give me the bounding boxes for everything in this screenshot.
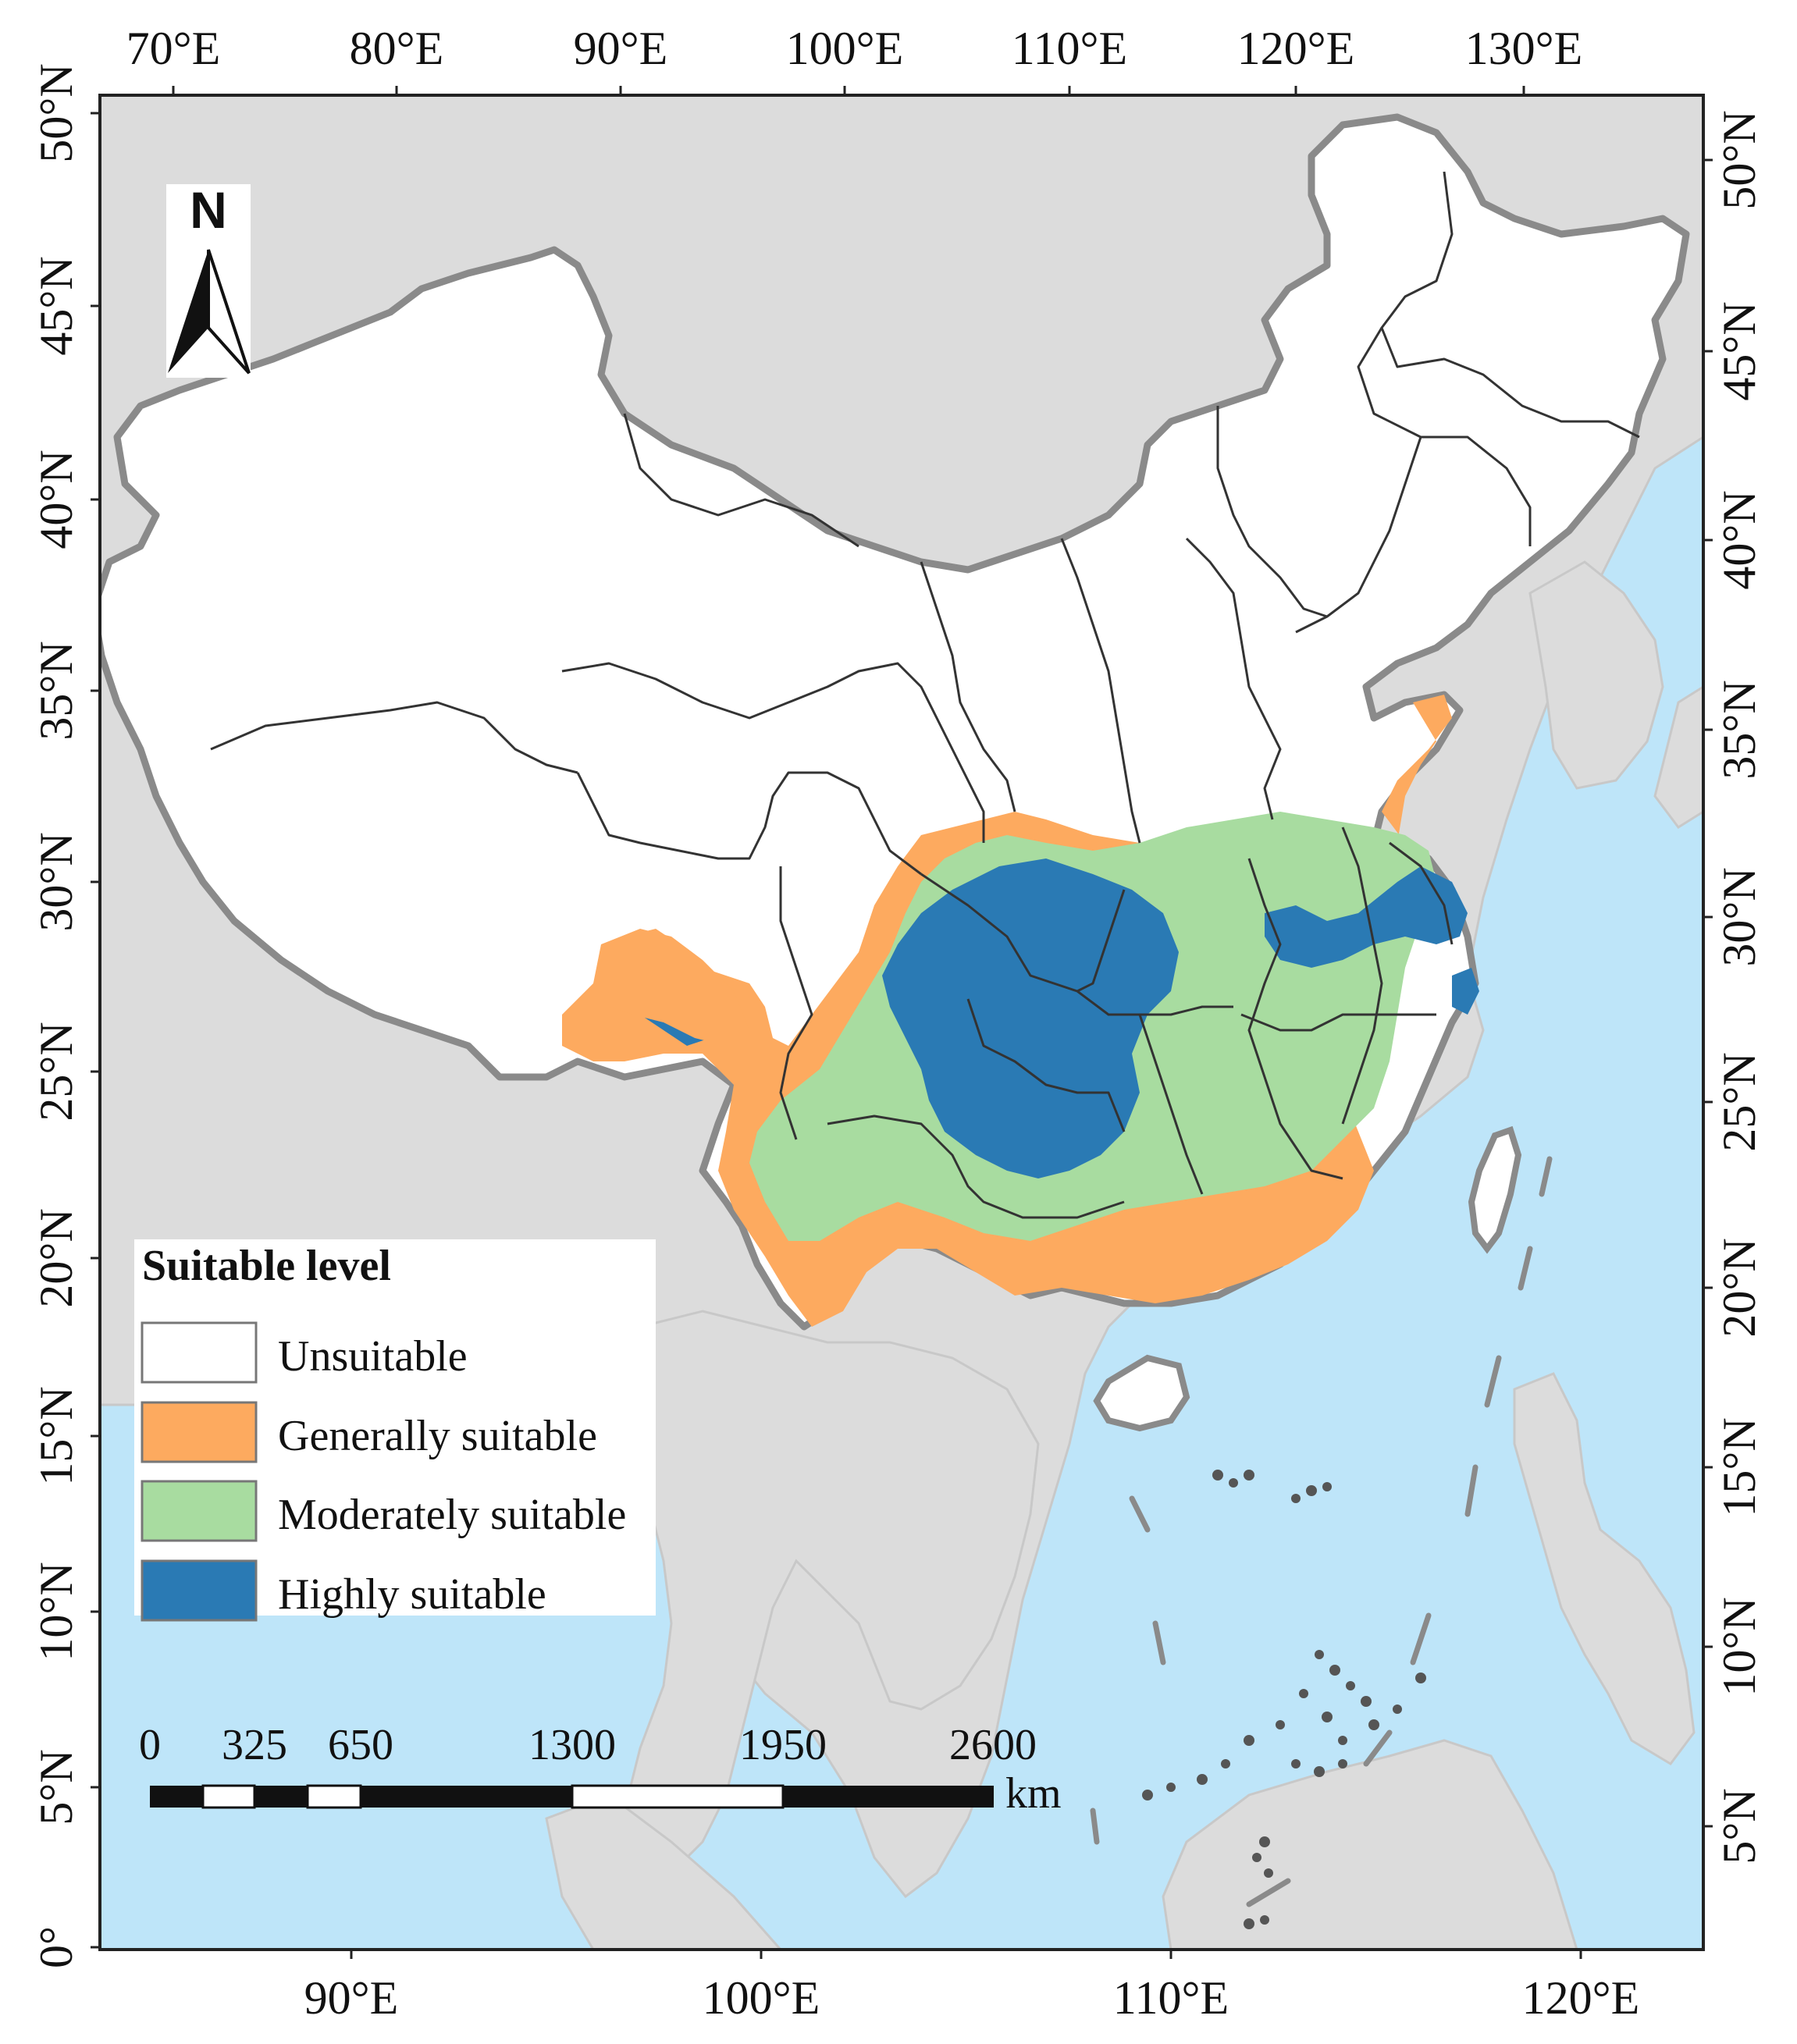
highly-suitable-zone-east [1265,866,1468,968]
legend-swatch-highly [141,1559,258,1622]
left-tick-label: 10°N [30,1562,82,1661]
top-tick-label: 90°E [574,23,668,74]
scale-tick-0: 0 [139,1721,161,1769]
right-tick-label: 25°N [1713,1052,1765,1151]
scale-segment [254,1786,308,1808]
scale-tick-1950: 1950 [739,1721,827,1769]
highly-suitable-zone-zhejiang [1452,968,1479,1015]
right-tick-label: 20°N [1713,1238,1765,1337]
indochina-peninsula [623,1310,1040,1875]
scale-bar: 0 325 650 1300 1950 2600 km [139,1721,1062,1818]
japan-islands [1653,685,1703,830]
top-tick-label: 70°E [126,23,221,74]
province-borders [210,171,1640,1219]
top-tick-label: 120°E [1237,23,1355,74]
left-axis-labels: 50°N 45°N 40°N 35°N 30°N 25°N 20°N 15°N … [30,63,82,1968]
south-sea-islands [1142,1470,1426,1929]
korean-peninsula [1528,560,1664,790]
top-tick-label: 100°E [786,23,904,74]
scale-segment [306,1784,362,1809]
bottom-axis [350,1950,1582,1959]
left-tick-label: 40°N [30,450,82,549]
left-tick-label: 0° [30,1926,82,1968]
hainan-island [1093,1354,1190,1432]
north-arrow-icon-right [207,249,251,375]
right-tick-label: 15°N [1713,1417,1765,1516]
philippines-islands [1513,1372,1696,1765]
bottom-tick-label: 120°E [1522,1972,1640,2024]
right-tick-label: 45°N [1713,301,1765,400]
highly-suitable-zone-central [882,858,1179,1178]
legend-label-highly: Highly suitable [278,1570,546,1619]
left-tick-label: 30°N [30,832,82,931]
scale-tick-2600: 2600 [949,1721,1037,1769]
north-arrow: N [166,181,251,378]
right-tick-label: 50°N [1713,110,1765,209]
top-tick-label: 80°E [350,23,444,74]
right-axis [1703,158,1713,1828]
right-tick-label: 30°N [1713,867,1765,966]
left-tick-label: 35°N [30,641,82,740]
top-tick-label: 130°E [1465,23,1583,74]
left-tick-label: 25°N [30,1022,82,1121]
left-tick-label: 50°N [30,63,82,162]
right-tick-label: 35°N [1713,680,1765,779]
left-tick-label: 15°N [30,1386,82,1485]
bottom-axis-labels: 90°E 100°E 110°E 120°E [304,1972,1640,2024]
left-tick-label: 5°N [30,1749,82,1825]
nine-dash-line [1090,1156,1553,1907]
scale-tick-325: 325 [222,1721,287,1769]
legend-label-unsuitable: Unsuitable [278,1332,468,1381]
bottom-tick-label: 90°E [304,1972,399,2024]
left-axis [91,112,100,1949]
scale-segment [150,1786,203,1808]
legend: Suitable level Unsuitable Generally suit… [134,1239,656,1622]
top-axis [172,86,1525,95]
left-tick-label: 45°N [30,256,82,355]
scale-unit: km [1005,1769,1062,1818]
legend-label-generally: Generally suitable [278,1412,597,1460]
borneo-island [1162,1739,1578,1950]
scale-tick-650: 650 [328,1721,393,1769]
legend-label-moderately: Moderately suitable [278,1491,626,1539]
taiwan-island [1468,1125,1522,1254]
top-tick-label: 110°E [1012,23,1127,74]
top-axis-labels: 70°E 80°E 90°E 100°E 110°E 120°E 130°E [126,23,1583,74]
north-arrow-icon-left [168,250,208,373]
bottom-tick-label: 110°E [1113,1972,1229,2024]
scale-segment [571,1784,785,1809]
bottom-tick-label: 100°E [703,1972,820,2024]
left-tick-label: 20°N [30,1208,82,1307]
legend-title: Suitable level [142,1242,391,1290]
legend-swatch-generally [141,1401,258,1463]
right-tick-label: 10°N [1713,1597,1765,1696]
scale-segment [361,1786,572,1808]
map-frame [98,94,1705,1951]
right-tick-label: 5°N [1713,1788,1765,1864]
scale-tick-1300: 1300 [528,1721,616,1769]
scale-segment [783,1786,994,1808]
legend-swatch-moderately [141,1480,258,1542]
right-tick-label: 40°N [1713,490,1765,589]
generally-suitable-zone-tibet [593,929,749,1046]
legend-swatch-unsuitable [141,1321,258,1384]
scale-segment [201,1784,256,1809]
right-axis-labels: 50°N 45°N 40°N 35°N 30°N 25°N 20°N 15°N … [1713,110,1765,1864]
north-label: N [190,181,227,239]
